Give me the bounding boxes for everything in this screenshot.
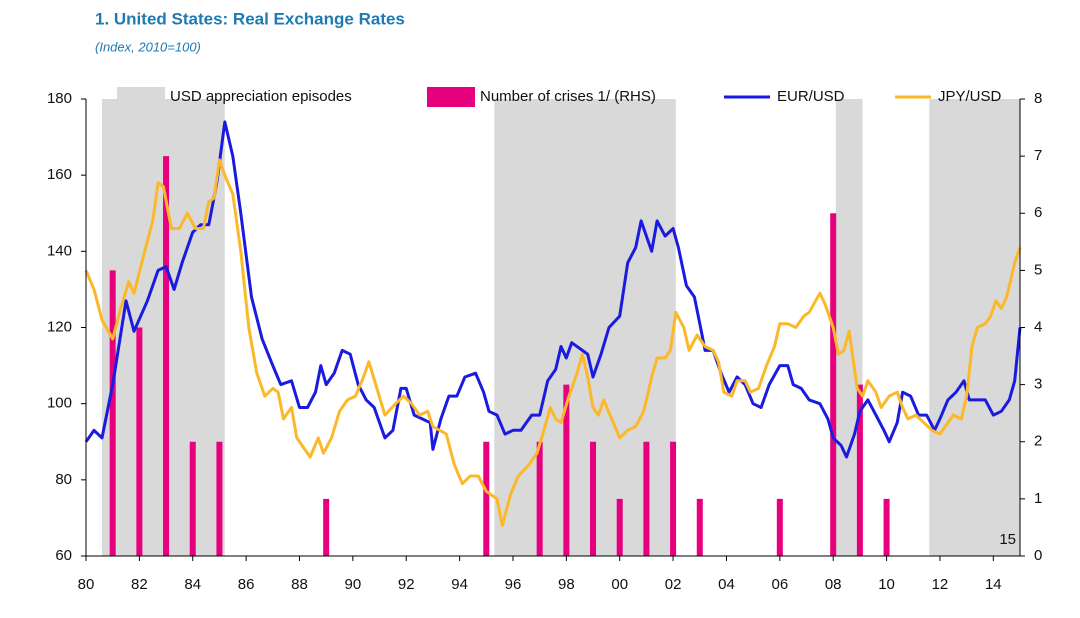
y2-tick-label: 7: [1034, 147, 1042, 164]
y2-tick-label: 8: [1034, 90, 1042, 107]
x-tick-label: 02: [665, 576, 682, 593]
crisis-bar: [563, 384, 570, 556]
x-tick-label: 96: [505, 576, 522, 593]
y-tick-label: 160: [47, 166, 72, 183]
y2-tick-label: 5: [1034, 261, 1042, 278]
y-tick-label: 180: [47, 90, 72, 107]
x-tick-label: 00: [611, 576, 628, 593]
x-tick-label: 94: [451, 576, 468, 593]
legend-swatch: [117, 87, 165, 107]
crisis-bar: [776, 498, 783, 556]
x-tick-label: 14: [985, 576, 1002, 593]
y-tick-label: 100: [47, 395, 72, 412]
series-line: [84, 120, 1022, 459]
y-tick-label: 80: [55, 471, 72, 488]
y-tick-label: 140: [47, 242, 72, 259]
x-tick-label: 84: [184, 576, 201, 593]
y2-tick-label: 0: [1034, 547, 1042, 564]
y2-tick-label: 4: [1034, 318, 1042, 335]
crisis-bar: [163, 156, 170, 556]
episode-shade: [929, 99, 1020, 556]
legend-label: Number of crises 1/ (RHS): [480, 88, 656, 105]
crisis-bar: [483, 441, 490, 556]
x-tick-label: 92: [398, 576, 415, 593]
x-tick-label: 98: [558, 576, 575, 593]
x-tick-label: 86: [238, 576, 255, 593]
x-tick-label: 82: [131, 576, 148, 593]
x-tick-label: 90: [345, 576, 362, 593]
crisis-bar: [643, 441, 650, 556]
series-line: [84, 158, 1022, 527]
crisis-bar: [189, 441, 196, 556]
legend-label: JPY/USD: [938, 88, 1002, 105]
chart-title: 1. United States: Real Exchange Rates: [95, 9, 405, 28]
y2-tick-label: 2: [1034, 433, 1042, 450]
crisis-bar: [856, 384, 863, 556]
chart-subtitle: (Index, 2010=100): [95, 39, 201, 54]
legend-label: USD appreciation episodes: [170, 88, 352, 105]
crisis-bar: [883, 498, 890, 556]
crisis-bar: [590, 441, 597, 556]
y2-tick-label: 6: [1034, 204, 1042, 221]
crisis-bar: [696, 498, 703, 556]
crisis-bar: [670, 441, 677, 556]
legend-swatch: [427, 87, 475, 107]
x-tick-label: 10: [878, 576, 895, 593]
x-tick-label: 12: [932, 576, 949, 593]
x-tick-label: 06: [771, 576, 788, 593]
x-tick-label: 08: [825, 576, 842, 593]
annotation: 15: [999, 531, 1016, 548]
y-tick-label: 120: [47, 318, 72, 335]
crisis-bar: [616, 498, 623, 556]
legend-label: EUR/USD: [777, 88, 845, 105]
y2-tick-label: 3: [1034, 376, 1042, 393]
x-tick-label: 80: [78, 576, 95, 593]
y2-tick-label: 1: [1034, 490, 1042, 507]
crisis-bar: [216, 441, 223, 556]
x-tick-label: 88: [291, 576, 308, 593]
crisis-bar: [323, 498, 330, 556]
crisis-bar: [109, 270, 116, 556]
crisis-bar: [536, 441, 543, 556]
x-tick-label: 04: [718, 576, 735, 593]
y-tick-label: 60: [55, 547, 72, 564]
crisis-bar: [136, 327, 143, 556]
crisis-bar: [830, 213, 837, 556]
